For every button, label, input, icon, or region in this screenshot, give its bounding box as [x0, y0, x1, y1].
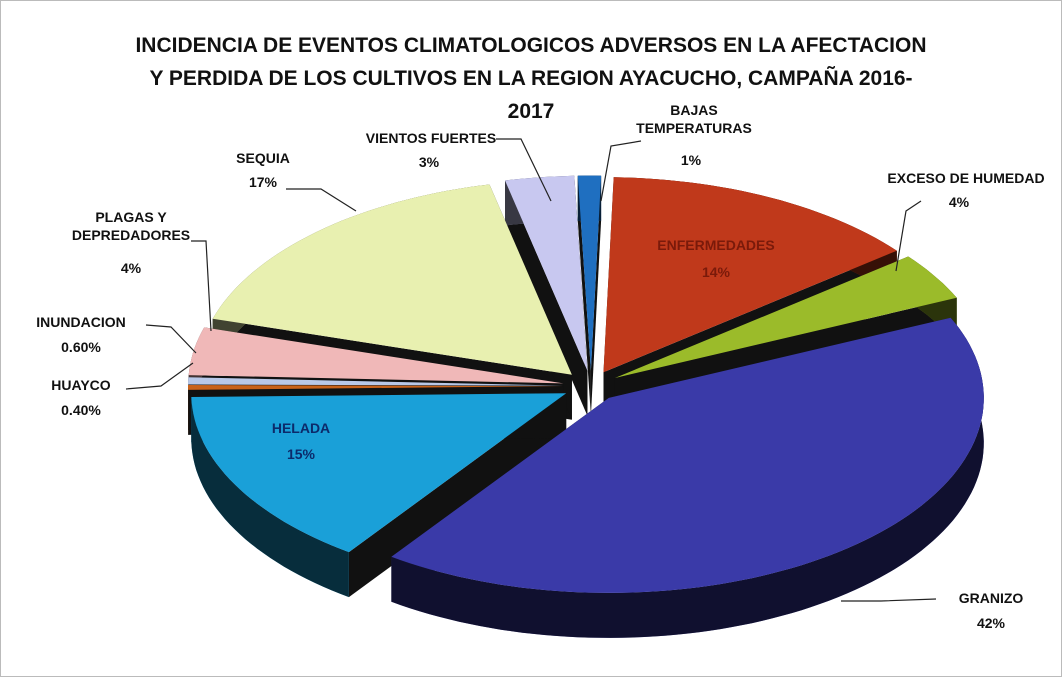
slice-wall: [348, 393, 567, 598]
chart-title: INCIDENCIA DE EVENTOS CLIMATOLOGICOS ADV…: [135, 34, 927, 123]
value-label: 4%: [948, 194, 970, 210]
leader-line: [841, 598, 937, 602]
value-label: 4%: [120, 260, 142, 276]
leader-line: [145, 324, 197, 354]
value-label: 3%: [418, 154, 440, 170]
value-label: 14%: [701, 264, 731, 280]
slice-label: HELADA: [271, 420, 331, 436]
pie-slice: [603, 177, 897, 373]
slice-wall: [577, 175, 591, 416]
slice-label: BAJAS TEMPERATURAS: [636, 102, 752, 136]
pie-slice: [577, 175, 602, 371]
value-label: 15%: [286, 446, 316, 462]
leader-line: [286, 188, 357, 212]
slice-wall: [505, 180, 588, 416]
slice-side-shade: [391, 317, 984, 638]
slice-label: EXCESO DE HUMEDAD: [887, 170, 1045, 186]
value-label: 0.60%: [61, 339, 101, 355]
slice-label: VIENTOS FUERTES: [365, 130, 497, 146]
leader-line: [895, 200, 922, 272]
slice-label: ENFERMEDADES: [657, 237, 775, 253]
pie-slice: [188, 327, 564, 384]
pie-slice: [212, 184, 572, 375]
slice-label: INUNDACION: [36, 314, 126, 330]
value-label: 0.40%: [61, 402, 101, 418]
leader-line: [496, 138, 552, 202]
leader-line: [600, 140, 642, 202]
pie-slice: [188, 377, 563, 386]
value-label: 42%: [976, 615, 1006, 631]
leader-line: [125, 362, 194, 390]
leader-line: [191, 240, 212, 332]
value-label: 1%: [680, 152, 702, 168]
pie-slice: [505, 175, 588, 371]
pie-slice: [391, 317, 984, 593]
slice-side-shade: [191, 397, 349, 598]
pie-slice: [191, 393, 567, 553]
slice-label: SEQUIA: [236, 150, 290, 166]
slice-label: PLAGAS Y DEPREDADORES: [71, 209, 191, 243]
slice-label: GRANIZO: [958, 590, 1024, 606]
slice-label: HUAYCO: [51, 377, 111, 393]
pie-slice: [614, 256, 957, 378]
value-label: 17%: [248, 174, 278, 190]
pie-slice: [188, 385, 563, 390]
slice-wall: [590, 175, 602, 416]
